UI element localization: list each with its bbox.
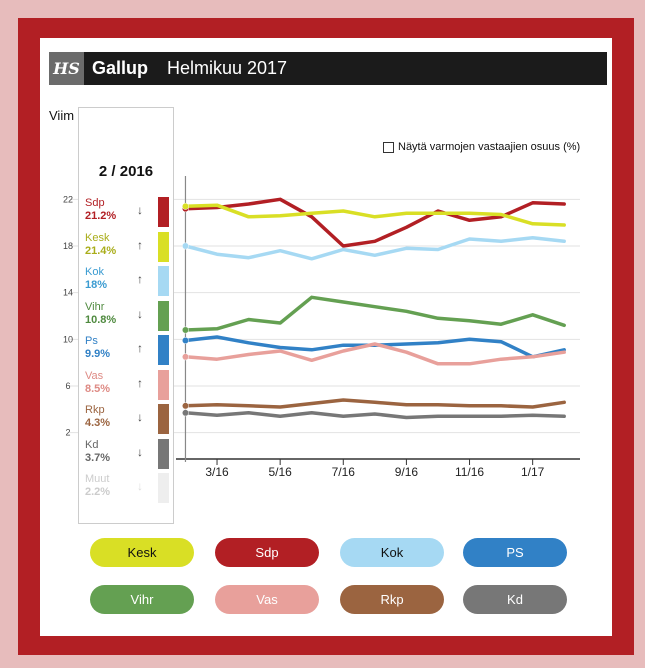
tooltip-party-value: 21.4% [85, 244, 117, 257]
trend-arrow-icon: ↑ [137, 272, 143, 286]
y-tick-label: 14 [63, 288, 73, 298]
tooltip-row-vas: Vas 8.5% ↑ [85, 369, 171, 404]
series-line-kd [183, 411, 566, 420]
header-title: Gallup [92, 58, 149, 78]
trend-arrow-icon: ↓ [137, 479, 143, 493]
series-line-vas [183, 342, 566, 366]
x-tick-label: 3/16 [205, 465, 229, 479]
trend-arrow-icon: ↓ [137, 410, 143, 424]
tooltip-row-muut: Muut 2.2% ↓ [85, 473, 171, 507]
tooltip-party-name: Rkp [85, 404, 105, 416]
x-tick-label: 9/16 [395, 465, 419, 479]
x-tick-label: 11/16 [455, 465, 484, 479]
y-tick-label: 22 [63, 194, 73, 204]
certain-respondents-toggle[interactable]: Näytä varmojen vastaajien osuus (%) [383, 141, 580, 153]
party-button-kd[interactable]: Kd [463, 585, 567, 614]
party-color-swatch [158, 197, 169, 227]
tooltip-party-value: 21.2% [85, 210, 117, 222]
tooltip-row-sdp: Sdp 21.2% ↓ [85, 197, 171, 231]
tooltip-party-name: Vihr [85, 300, 105, 313]
trend-arrow-icon: ↑ [137, 341, 143, 355]
hs-logo: HS [49, 52, 84, 85]
party-color-swatch [158, 473, 169, 503]
x-tick-label: 5/16 [268, 465, 292, 479]
series-point-rkp [182, 402, 189, 410]
tooltip-party-value: 8.5% [85, 382, 111, 395]
tooltip-row-vihr: Vihr 10.8% ↓ [85, 300, 171, 335]
checkbox[interactable] [383, 141, 394, 153]
series-line-vihr [183, 295, 566, 332]
tooltip-party-value: 2.2% [85, 486, 111, 498]
series-line-rkp [183, 398, 566, 409]
trend-arrow-icon: ↑ [137, 237, 143, 252]
series-point-kok [182, 242, 189, 250]
party-color-swatch [158, 438, 169, 469]
tooltip-party-value: 9.9% [85, 348, 111, 360]
series-point-vihr [182, 326, 189, 334]
tooltip-party-name: Kok [85, 266, 104, 278]
tooltip-party-name: Vas [85, 369, 104, 382]
series-line-sdp [183, 197, 566, 248]
y-tick-label: 6 [65, 381, 70, 391]
tooltip-party-name: Kesk [85, 231, 110, 244]
tooltip-row-kd: Kd 3.7% ↓ [85, 438, 171, 473]
party-color-swatch [158, 404, 169, 434]
trend-arrow-icon: ↓ [137, 306, 143, 321]
tooltip-row-rkp: Rkp 4.3% ↓ [85, 404, 171, 438]
y-tick-label: 10 [63, 334, 73, 344]
tooltip-party-name: Muut [85, 473, 110, 485]
header-bar: HS Gallup Helmikuu 2017 [49, 52, 607, 85]
party-button-kesk[interactable]: Kesk [90, 538, 194, 567]
tooltip-party-name: Kd [85, 438, 99, 451]
party-color-swatch [158, 335, 169, 365]
tooltip-row-ps: Ps 9.9% ↑ [85, 335, 171, 369]
x-tick-label: 1/17 [521, 465, 545, 479]
trend-arrow-icon: ↓ [137, 444, 143, 459]
series-point-kesk [182, 202, 189, 210]
tooltip-row-kok: Kok 18% ↑ [85, 266, 171, 300]
trend-arrow-icon: ↑ [137, 375, 143, 390]
series-point-ps [182, 337, 189, 344]
header-subtitle: Helmikuu 2017 [167, 58, 288, 78]
tooltip-panel: 2 / 2016 Sdp 21.2% ↓ Kesk 21.4% ↑ Kok 18% ↑ Vihr 1… [78, 107, 174, 524]
party-color-swatch [158, 231, 169, 262]
series-line-kesk [183, 203, 566, 227]
tooltip-party-value: 18% [85, 279, 108, 291]
x-tick-label: 7/16 [332, 465, 356, 479]
series-point-vas [182, 353, 189, 361]
series-point-kd [182, 409, 189, 417]
party-button-kok[interactable]: Kok [340, 538, 444, 567]
party-color-swatch [158, 300, 169, 331]
party-button-ps[interactable]: PS [463, 538, 567, 567]
y-tick-label: 2 [65, 428, 70, 438]
tooltip-party-value: 3.7% [85, 451, 111, 464]
party-button-vas[interactable]: Vas [215, 585, 319, 614]
party-button-sdp[interactable]: Sdp [215, 538, 319, 567]
party-color-swatch [158, 369, 169, 400]
party-button-rkp[interactable]: Rkp [340, 585, 444, 614]
tooltip-party-name: Ps [85, 335, 98, 347]
y-tick-label: 18 [63, 241, 73, 251]
tooltip-party-value: 4.3% [85, 417, 111, 429]
trend-arrow-icon: ↓ [137, 203, 143, 217]
checkbox-label: Näytä varmojen vastaajien osuus (%) [398, 141, 581, 153]
tooltip-party-name: Sdp [85, 197, 105, 209]
series-line-kok [183, 236, 566, 261]
party-button-vihr[interactable]: Vihr [90, 585, 194, 614]
intro-text: Viim [49, 108, 75, 123]
tooltip-row-kesk: Kesk 21.4% ↑ [85, 231, 171, 266]
tooltip-title: 2 / 2016 [98, 163, 154, 180]
tooltip-party-value: 10.8% [85, 313, 117, 326]
party-color-swatch [158, 266, 169, 296]
